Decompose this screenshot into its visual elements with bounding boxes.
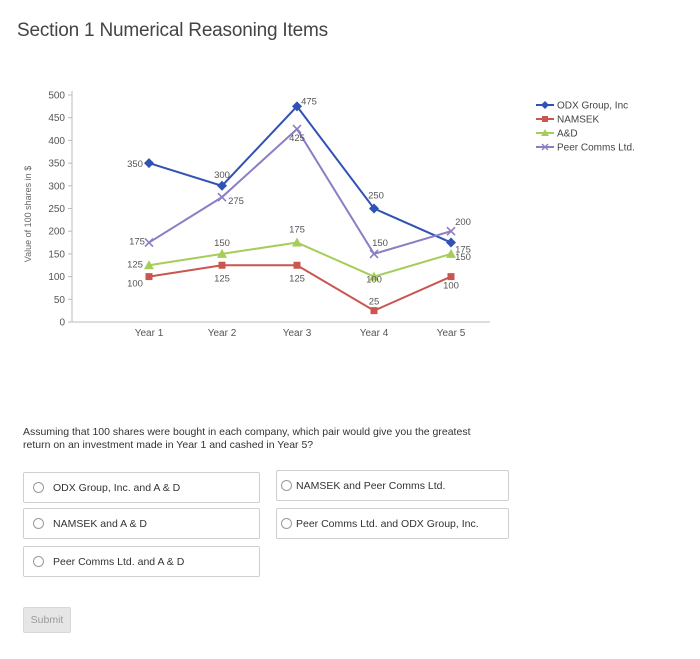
data-point bbox=[145, 273, 153, 281]
data-label: 150 bbox=[455, 252, 471, 263]
data-point bbox=[292, 101, 302, 112]
y-tick-label: 400 bbox=[48, 136, 65, 147]
legend-marker bbox=[541, 101, 549, 109]
y-tick-label: 500 bbox=[48, 91, 65, 102]
x-tick-label: Year 3 bbox=[283, 328, 312, 339]
x-tick-label: Year 5 bbox=[437, 328, 466, 339]
data-label: 250 bbox=[368, 191, 384, 202]
question-text: Assuming that 100 shares were bought in … bbox=[23, 426, 471, 451]
y-axis-label: Value of 100 shares in $ bbox=[23, 166, 33, 262]
y-tick-label: 0 bbox=[59, 318, 65, 329]
data-point bbox=[217, 248, 227, 258]
y-tick-label: 250 bbox=[48, 204, 65, 215]
data-point bbox=[144, 237, 154, 248]
data-label: 275 bbox=[228, 196, 244, 207]
radio-button[interactable] bbox=[33, 518, 44, 529]
legend-label: A&D bbox=[557, 129, 578, 140]
data-label: 150 bbox=[372, 238, 388, 249]
data-label: 125 bbox=[127, 259, 143, 270]
data-label: 300 bbox=[214, 170, 230, 181]
data-point bbox=[144, 260, 154, 270]
series-line-1 bbox=[148, 264, 452, 312]
data-point bbox=[292, 237, 302, 247]
option-label: NAMSEK and A & D bbox=[53, 517, 147, 530]
data-label: 100 bbox=[443, 281, 459, 292]
data-label: 150 bbox=[214, 238, 230, 249]
data-label: 475 bbox=[301, 96, 317, 107]
x-tick-label: Year 2 bbox=[208, 328, 237, 339]
submit-button[interactable]: Submit bbox=[23, 607, 71, 633]
y-tick-label: 50 bbox=[54, 295, 66, 306]
radio-button[interactable] bbox=[281, 518, 292, 529]
y-tick-label: 350 bbox=[48, 159, 65, 170]
data-label: 100 bbox=[366, 275, 382, 286]
y-tick-label: 200 bbox=[48, 227, 65, 238]
option-label: NAMSEK and Peer Comms Ltd. bbox=[296, 479, 446, 492]
radio-button[interactable] bbox=[281, 480, 292, 491]
data-label: 100 bbox=[127, 279, 143, 290]
option-peer-ad[interactable]: Peer Comms Ltd. and A & D bbox=[23, 546, 260, 577]
data-point bbox=[292, 124, 302, 134]
data-point bbox=[217, 180, 227, 191]
legend-label: Peer Comms Ltd. bbox=[557, 143, 635, 154]
data-point bbox=[447, 273, 455, 281]
option-namsek-ad[interactable]: NAMSEK and A & D bbox=[23, 508, 260, 539]
data-label: 200 bbox=[455, 217, 471, 228]
data-label: 425 bbox=[289, 133, 305, 144]
x-tick-label: Year 4 bbox=[360, 328, 389, 339]
data-label: 175 bbox=[289, 225, 305, 236]
legend-marker bbox=[541, 143, 549, 151]
section-title: Section 1 Numerical Reasoning Items bbox=[17, 20, 328, 41]
x-tick-label: Year 1 bbox=[135, 328, 164, 339]
option-label: Peer Comms Ltd. and A & D bbox=[53, 555, 185, 568]
data-label: 175 bbox=[129, 237, 145, 248]
legend-marker bbox=[542, 116, 548, 122]
option-label: ODX Group, Inc. and A & D bbox=[53, 481, 181, 494]
data-point bbox=[293, 261, 301, 269]
data-point bbox=[369, 203, 379, 214]
data-label: 175 bbox=[455, 245, 471, 256]
option-peer-odx[interactable]: Peer Comms Ltd. and ODX Group, Inc. bbox=[276, 508, 509, 539]
legend-label: NAMSEK bbox=[557, 115, 600, 126]
option-odx-ad[interactable]: ODX Group, Inc. and A & D bbox=[23, 472, 260, 503]
data-point bbox=[217, 192, 227, 202]
data-label: 25 bbox=[369, 297, 380, 308]
data-point bbox=[144, 158, 154, 169]
data-point bbox=[446, 226, 456, 236]
y-tick-label: 300 bbox=[48, 181, 65, 192]
data-point bbox=[369, 249, 379, 259]
data-label: 125 bbox=[214, 273, 230, 284]
line-chart: Value of 100 shares in $5004504003503002… bbox=[23, 91, 635, 340]
option-label: Peer Comms Ltd. and ODX Group, Inc. bbox=[296, 517, 479, 530]
y-tick-label: 450 bbox=[48, 113, 65, 124]
data-point bbox=[446, 248, 456, 258]
data-point bbox=[446, 237, 456, 248]
data-point bbox=[369, 271, 379, 281]
radio-button[interactable] bbox=[33, 556, 44, 567]
option-namsek-peer[interactable]: NAMSEK and Peer Comms Ltd. bbox=[276, 470, 509, 501]
data-point bbox=[218, 261, 226, 269]
data-label: 350 bbox=[127, 159, 143, 170]
legend-label: ODX Group, Inc bbox=[557, 101, 628, 112]
data-point bbox=[370, 307, 378, 315]
data-label: 125 bbox=[289, 273, 305, 284]
y-tick-label: 100 bbox=[48, 272, 65, 283]
y-tick-label: 150 bbox=[48, 249, 65, 260]
series-line-2 bbox=[148, 241, 452, 278]
radio-button[interactable] bbox=[33, 482, 44, 493]
legend-marker bbox=[541, 129, 549, 136]
